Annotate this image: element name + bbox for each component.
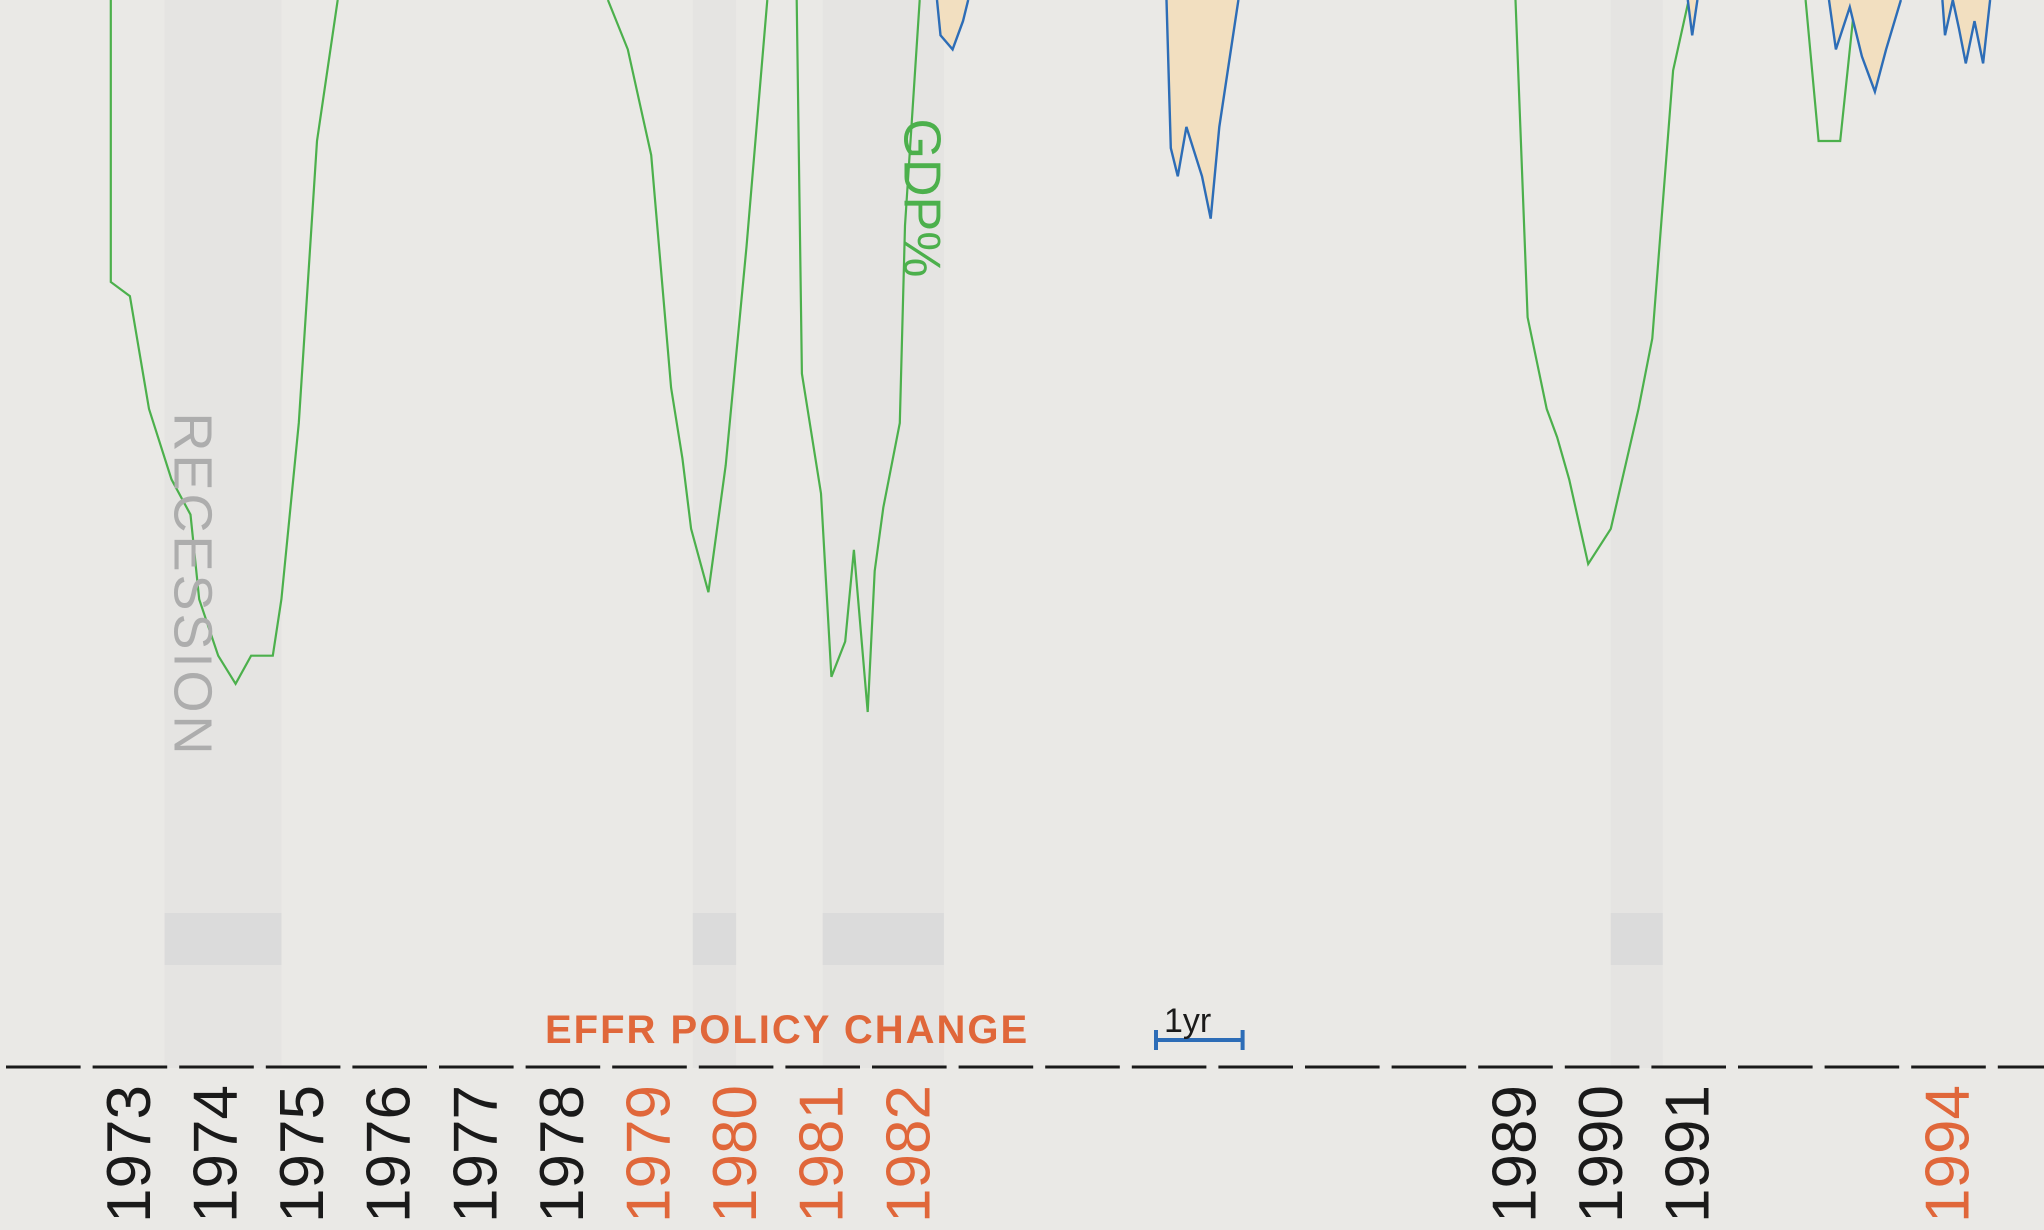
- year-tick-label: 1978: [528, 1085, 597, 1223]
- year-tick-label: 1982: [874, 1085, 943, 1223]
- effr-line: [935, 0, 970, 52]
- scale-bar-label: 1yr: [1164, 1002, 1211, 1040]
- recession-band: [1610, 0, 1663, 1068]
- effr-line: [1941, 0, 1992, 64]
- year-tick-label: 1990: [1567, 1085, 1636, 1223]
- year-tick-label: 1974: [182, 1085, 251, 1223]
- effr-line: [1827, 0, 1903, 96]
- x-axis: 1973 1974 1975 1976 1977 1978 1979 1980 1981 1982…: [6, 1065, 2044, 1223]
- gdp-line: [1514, 0, 1690, 567]
- recession-band: [164, 0, 282, 1068]
- recession-band: [822, 0, 944, 1068]
- gdp-line: [795, 0, 921, 713]
- effr-line: [1165, 0, 1240, 219]
- recession-band: [692, 0, 737, 1068]
- gdp-line: [606, 0, 769, 593]
- effr-area: [1166, 0, 1239, 219]
- year-tick-label: 1981: [788, 1085, 857, 1223]
- year-tick-label: 1979: [615, 1085, 684, 1223]
- year-tick-label: 1976: [355, 1085, 424, 1223]
- effr-area: [937, 0, 969, 50]
- year-tick-label: 1977: [441, 1085, 510, 1223]
- recession-marker: [692, 913, 737, 965]
- year-tick-label: 1994: [1914, 1085, 1983, 1223]
- recession-marker: [1610, 913, 1663, 965]
- recession-marker: [822, 913, 944, 965]
- year-tick-label: 1991: [1654, 1085, 1723, 1223]
- recession-label: RECESSION: [163, 412, 223, 757]
- gdp-line: [1804, 0, 1857, 143]
- effr-area: [1942, 0, 1991, 64]
- effr-area: [1829, 0, 1901, 92]
- recession-bands: [164, 0, 1663, 1068]
- recession-marker: [164, 913, 282, 965]
- year-tick-label: 1980: [701, 1085, 770, 1223]
- gdp-line: [109, 0, 339, 686]
- series-layer: [109, 0, 1992, 713]
- year-tick-label: 1973: [95, 1085, 164, 1223]
- year-tick-label: 1975: [268, 1085, 337, 1223]
- gdp-series-label: GDP%: [892, 119, 950, 278]
- year-tick-label: 1989: [1481, 1085, 1550, 1223]
- effr-policy-change-label: EFFR POLICY CHANGE: [545, 1008, 1029, 1052]
- one-year-scale-bar: 1yr: [1154, 1002, 1245, 1050]
- effr-line: [1686, 0, 1699, 36]
